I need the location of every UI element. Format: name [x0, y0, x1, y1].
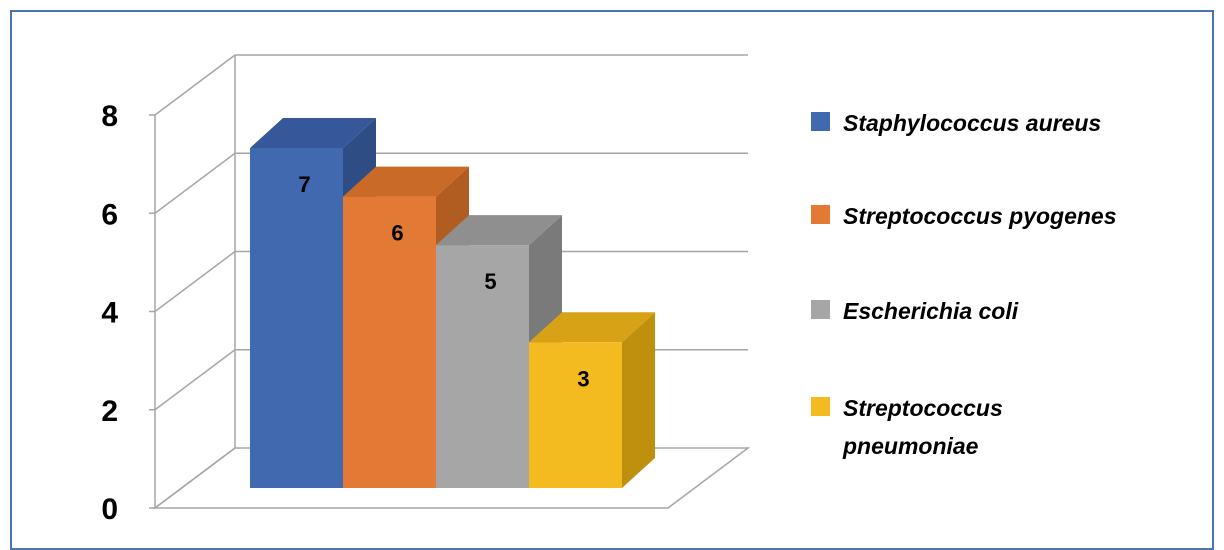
y-tick-label: 0 — [101, 493, 118, 526]
y-tick-label: 8 — [101, 100, 118, 133]
bar — [343, 196, 436, 489]
y-tick-label: 6 — [101, 198, 118, 231]
y-tick-label: 2 — [101, 395, 118, 428]
legend-label: pneumoniae — [842, 433, 979, 459]
bar-data-label: 7 — [298, 172, 310, 197]
side-wall-gridline — [154, 152, 236, 214]
legend-label: Escherichia coli — [843, 298, 1019, 324]
bar-chart-3d: 7 6 5 3 0 2 4 6 8 Staphylococcus aureus Streptoc… — [101, 54, 1117, 526]
bar-data-label: 5 — [484, 269, 496, 294]
bar — [436, 245, 529, 488]
side-wall-gridline — [154, 349, 236, 411]
y-tick-label: 4 — [101, 297, 118, 330]
bars: 7 6 5 3 — [250, 118, 655, 489]
legend-swatch — [811, 300, 830, 319]
bar — [529, 342, 622, 488]
bar-top — [343, 166, 469, 197]
legend-swatch — [811, 112, 830, 131]
legend-label: Streptococcus — [843, 395, 1003, 421]
legend-swatch — [811, 397, 830, 416]
legend-label: Staphylococcus aureus — [843, 110, 1101, 136]
legend-label: Streptococcus pyogenes — [843, 203, 1117, 229]
bar-side — [622, 312, 655, 488]
y-axis: 0 2 4 6 8 — [101, 100, 156, 526]
legend-item: Streptococcus pneumoniae — [811, 395, 1003, 459]
legend: Staphylococcus aureus Streptococcus pyoge… — [811, 110, 1117, 459]
legend-swatch — [811, 205, 830, 224]
legend-item: Streptococcus pyogenes — [811, 203, 1117, 229]
bar-data-label: 6 — [391, 221, 403, 246]
bar-data-label: 3 — [577, 366, 589, 391]
bar-top — [529, 312, 655, 343]
bar — [250, 148, 343, 488]
side-wall-gridline — [154, 447, 236, 509]
bar-top — [250, 118, 376, 148]
side-wall-gridline — [154, 54, 236, 116]
bar-top — [436, 215, 562, 246]
legend-item: Escherichia coli — [811, 298, 1019, 324]
bar-group: 3 — [529, 312, 655, 488]
side-wall-gridline — [154, 250, 236, 313]
legend-item: Staphylococcus aureus — [811, 110, 1101, 136]
